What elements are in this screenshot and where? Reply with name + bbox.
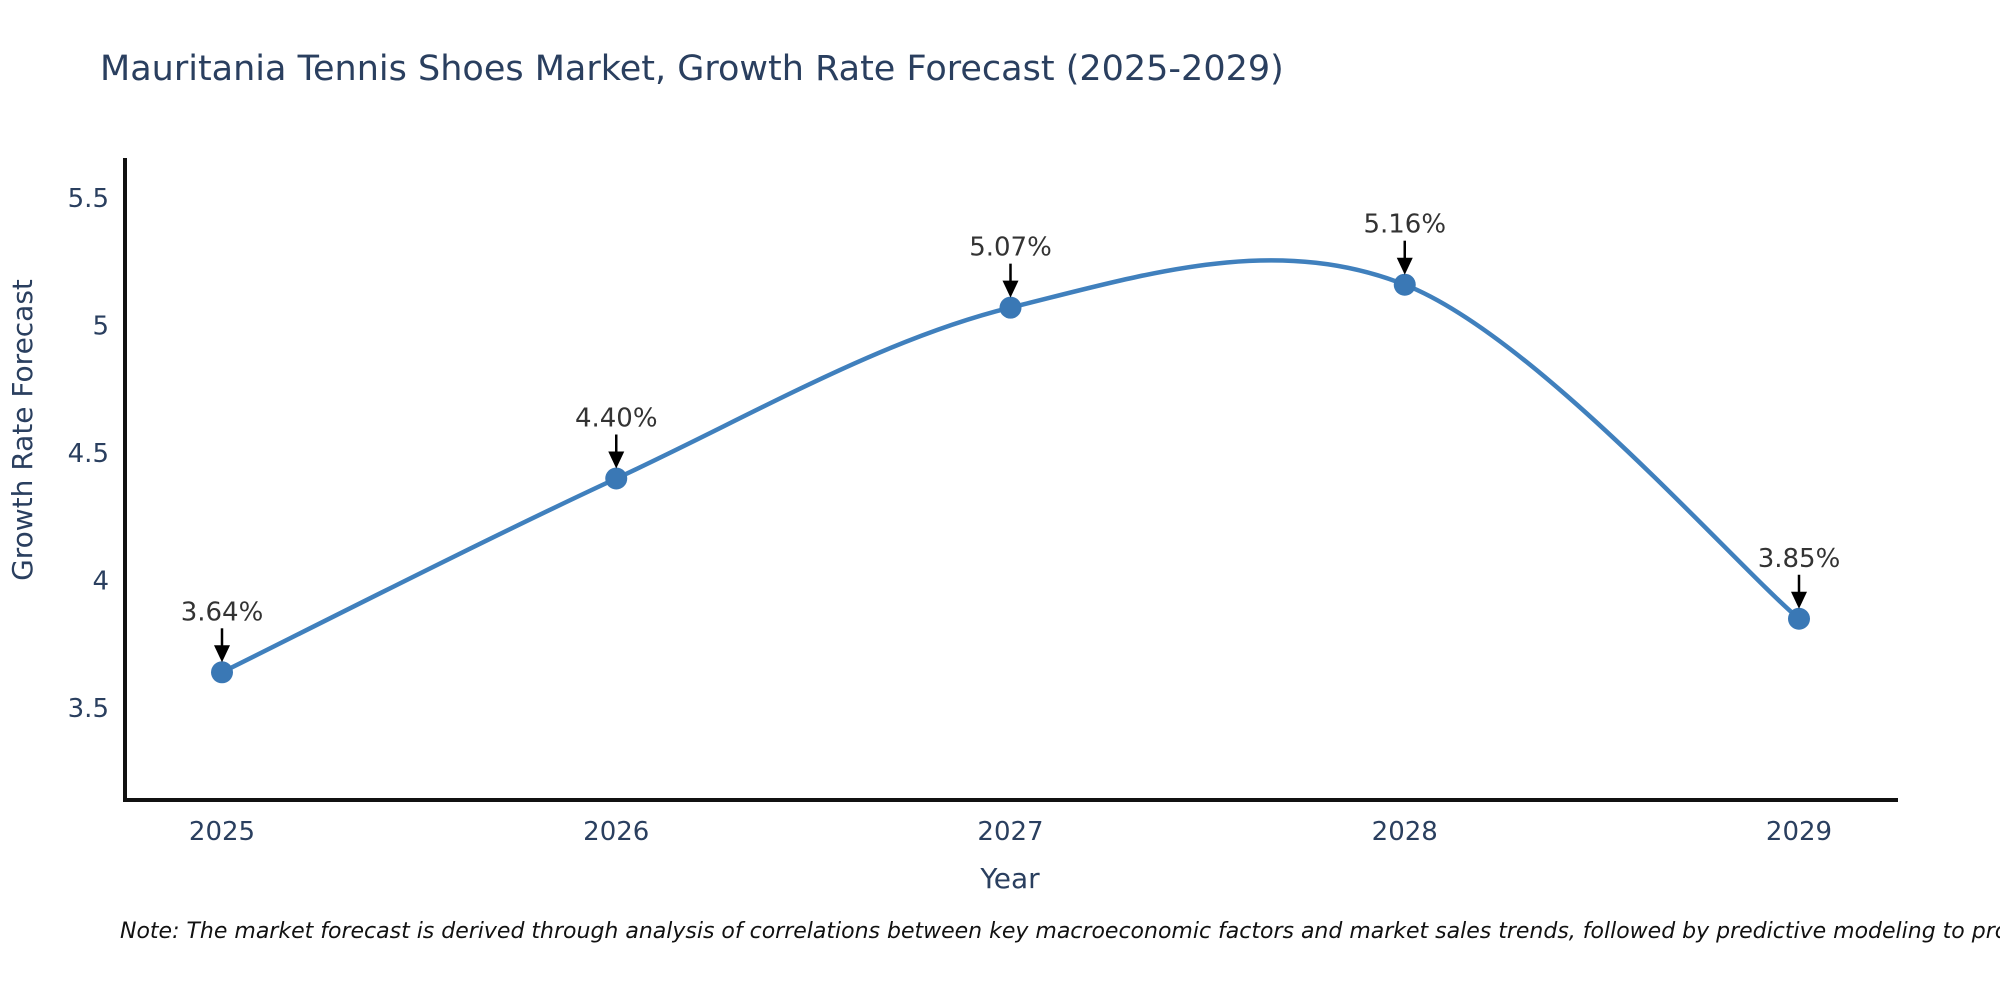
annotation-label: 5.16% [1363,210,1446,240]
annotation-arrowhead [214,645,230,663]
line-series-path [219,258,1802,675]
ticks-layer: 3.5 4 4.5 5 5.5 2025 2026 2027 2028 2029 [68,184,1832,847]
data-point-marker [211,661,233,684]
series-layer [211,258,1810,684]
y-axis-title: Growth Rate Forecast [6,279,39,581]
annotation-layer: 3.64% 4.40% 5.07% 5.16% 3.85% [181,210,1841,663]
x-tick-label: 2027 [977,817,1043,847]
x-tick-label: 2026 [583,817,649,847]
x-axis-title: Year [979,862,1040,895]
y-tick-label: 4.5 [68,439,109,469]
chart-title: Mauritania Tennis Shoes Market, Growth R… [100,49,1284,89]
annotation-arrowhead [608,451,625,469]
annotation-label: 3.85% [1758,544,1841,574]
data-point-marker [999,296,1022,319]
axes-layer [123,158,1898,802]
annotation-label: 4.40% [575,404,658,434]
y-tick-label: 4 [92,567,109,597]
annotation-arrowhead [1002,280,1019,298]
x-tick-label: 2029 [1766,817,1832,847]
footnote: Note: The market forecast is derived thr… [120,919,2000,944]
y-tick-label: 3.5 [68,694,109,724]
y-tick-label: 5 [92,312,109,342]
data-point-marker [1788,607,1810,630]
x-tick-label: 2025 [189,817,255,847]
annotation-arrowhead [1396,257,1413,275]
annotation-label: 5.07% [969,233,1052,263]
data-point-marker [605,467,628,490]
x-tick-label: 2028 [1372,817,1438,847]
annotation-arrowhead [1791,591,1807,609]
data-point-marker [1393,273,1416,296]
annotation-label: 3.64% [181,597,264,627]
y-tick-label: 5.5 [68,184,109,214]
